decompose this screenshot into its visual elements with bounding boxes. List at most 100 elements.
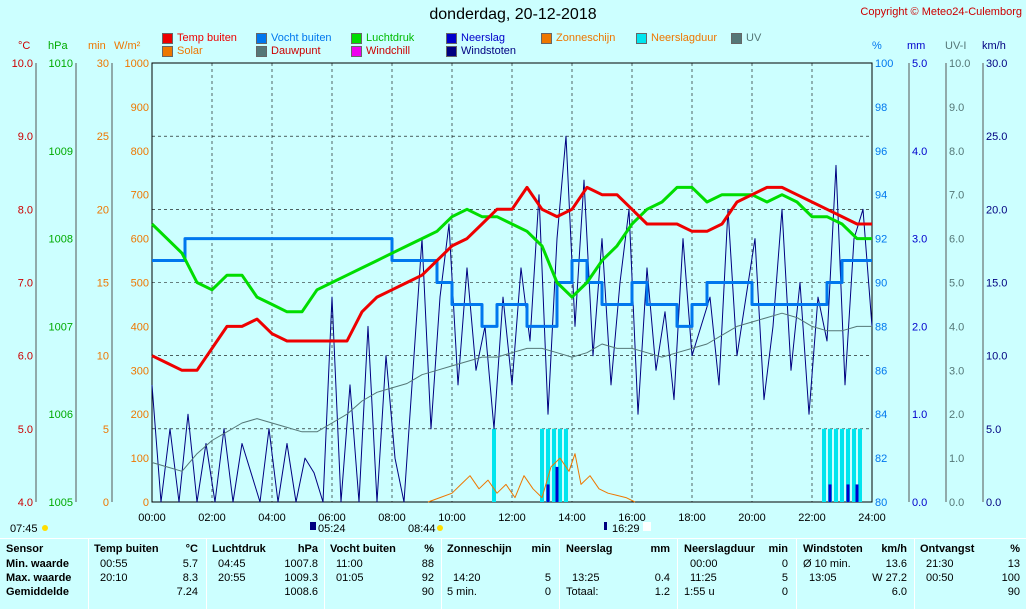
series-line-solar — [427, 453, 636, 503]
tick-label-solar: 0 — [143, 497, 149, 509]
stats-header-row: Neerslag mm — [566, 539, 672, 557]
tick-label-humidity: 94 — [875, 190, 887, 202]
legend-item-sunshine: Zonneschijn — [541, 32, 615, 44]
legend-swatch — [351, 32, 362, 44]
tick-label-uv: 6.0 — [949, 234, 964, 246]
legend-label: Dauwpunt — [271, 45, 321, 57]
stats-value: 6.0 — [891, 586, 907, 598]
stats-value: 1009.3 — [284, 572, 318, 584]
legend-item-gusts: Windstoten — [446, 45, 516, 57]
stats-value: 0 — [781, 558, 788, 570]
x-tick-label: 00:00 — [138, 512, 166, 524]
stats-row: 20:10 8.3 — [94, 571, 200, 585]
stats-header-row: Zonneschijn min — [447, 539, 553, 557]
x-tick-label: 10:00 — [438, 512, 466, 524]
bar-neerslagduur — [558, 428, 562, 502]
bar-neerslag — [546, 484, 550, 502]
tick-label-pressure: 1006 — [49, 409, 73, 421]
legend-item-dewpoint: Dauwpunt — [256, 45, 321, 57]
legend-item-raindur: Neerslagduur — [636, 32, 717, 44]
stats-value: 1007.8 — [284, 558, 318, 570]
stats-time: 04:45 — [218, 558, 246, 570]
stats-unit: min — [531, 543, 551, 555]
tick-label-solar: 200 — [131, 409, 149, 421]
stats-time: 5 min. — [447, 586, 477, 598]
tick-label-wind: 0.0 — [986, 497, 1001, 509]
stats-value: 92 — [421, 572, 434, 584]
tick-label-uv: 10.0 — [949, 58, 970, 70]
copyright-text: Copyright © Meteo24-Culemborg — [860, 6, 1022, 18]
tick-label-uv: 2.0 — [949, 409, 964, 421]
tick-label-uv: 9.0 — [949, 102, 964, 114]
stats-row: 90 — [330, 585, 436, 599]
stats-time: 13:25 — [572, 572, 600, 584]
bar-neerslagduur — [828, 428, 832, 502]
series-line-dauwpunt — [151, 312, 872, 472]
stats-time: 00:50 — [926, 572, 954, 584]
tick-label-wind: 25.0 — [986, 131, 1007, 143]
axis-title-rain: mm — [907, 40, 926, 52]
bar-neerslagduur — [552, 428, 556, 502]
tick-label-sun_min: 10 — [97, 351, 109, 363]
stats-row: 1008.6 — [212, 585, 320, 599]
legend-swatch — [256, 45, 267, 57]
tick-label-solar: 700 — [131, 190, 149, 202]
legend-swatch — [541, 32, 552, 44]
stats-header-row: Ontvangst% — [920, 539, 1022, 557]
bar-neerslagduur — [858, 428, 862, 502]
tick-label-pressure: 1010 — [49, 58, 73, 70]
stats-unit: % — [424, 543, 434, 555]
tick-label-solar: 400 — [131, 321, 149, 333]
stats-row: 13:25 0.4 — [566, 571, 672, 585]
tick-label-solar: 1000 — [125, 58, 149, 70]
stats-header: Ontvangst — [920, 543, 975, 555]
stats-row: 00:00 0 — [684, 557, 790, 571]
legend-swatch — [256, 32, 267, 44]
bar-neerslagduur — [822, 428, 826, 502]
tick-label-solar: 100 — [131, 453, 149, 465]
legend-swatch — [351, 45, 362, 57]
stats-value: 90 — [421, 586, 434, 598]
legend-swatch — [162, 45, 173, 57]
legend-label: Windchill — [366, 45, 411, 57]
stats-header: Temp buiten — [94, 543, 159, 555]
tick-label-solar: 300 — [131, 365, 149, 377]
stats-value: 100 — [1001, 572, 1020, 584]
tick-label-solar: 800 — [131, 146, 149, 158]
stats-value: 7.24 — [176, 586, 198, 598]
tick-label-wind: 15.0 — [986, 278, 1007, 290]
stats-header: Windstoten — [803, 543, 863, 555]
stats-row: 11:00 88 — [330, 557, 436, 571]
tick-label-uv: 5.0 — [949, 278, 964, 290]
tick-label-pressure: 1007 — [49, 321, 73, 333]
tick-label-temp: 6.0 — [18, 351, 33, 363]
legend-swatch — [446, 32, 457, 44]
legend-swatch — [636, 32, 647, 44]
stats-divider — [559, 539, 560, 609]
series-line-vocht-buiten — [152, 237, 872, 328]
legend-label: UV — [746, 32, 762, 44]
x-tick-label: 14:00 — [558, 512, 586, 524]
legend-item-windchill: Windchill — [351, 45, 410, 57]
x-tick-label: 04:00 — [258, 512, 286, 524]
stats-header: Luchtdruk — [212, 543, 266, 555]
stats-value: 8.3 — [182, 572, 198, 584]
tick-label-sun_min: 25 — [97, 131, 109, 143]
stats-row: 7.24 — [94, 585, 200, 599]
stats-time: 11:25 — [690, 572, 717, 584]
bar-neerslag — [855, 484, 859, 502]
stats-header-row: Vocht buiten% — [330, 539, 436, 557]
stats-header-row: Neerslagduur min — [684, 539, 790, 557]
moonrise-label: 05:24 — [318, 523, 346, 535]
stats-value: 1008.6 — [284, 586, 318, 598]
stats-time: 11:00 — [336, 558, 363, 570]
bar-neerslagduur — [540, 428, 544, 502]
stats-row: 21:30 13 — [920, 557, 1022, 571]
stats-row: 6.0 — [803, 585, 909, 599]
stats-divider — [441, 539, 442, 609]
sunrise-label: 08:44 — [408, 523, 436, 535]
tick-label-rain: 0.0 — [912, 497, 927, 509]
stats-col-rain: Neerslag mm 13:25 0.4 Totaal: 1.2 — [566, 539, 672, 599]
stats-time: 00:55 — [100, 558, 128, 570]
stats-col-pressure: Luchtdruk hPa 04:45 1007.8 20:55 1009.3 100… — [212, 539, 320, 599]
